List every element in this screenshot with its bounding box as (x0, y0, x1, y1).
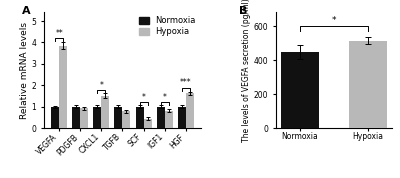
Bar (178, 107, 186, 128)
Bar (59, 46, 67, 128)
Text: ***: *** (180, 78, 192, 87)
Bar (157, 107, 165, 128)
Y-axis label: The levels of VEGFA secretion (pg/ml): The levels of VEGFA secretion (pg/ml) (242, 0, 251, 142)
Bar (93, 107, 101, 128)
Bar (144, 119, 152, 128)
Y-axis label: Relative mRNA levels: Relative mRNA levels (20, 22, 29, 119)
Text: *: * (100, 81, 103, 90)
Bar (165, 111, 173, 128)
Bar (51, 107, 59, 128)
Bar (281, 52, 319, 128)
Text: *: * (163, 93, 167, 102)
Bar (72, 107, 80, 128)
Bar (114, 107, 122, 128)
Bar (101, 96, 109, 128)
Text: *: * (332, 16, 336, 25)
Bar (136, 107, 144, 128)
Bar (349, 41, 387, 128)
Text: **: ** (55, 29, 63, 38)
Bar (80, 108, 88, 128)
Text: *: * (142, 93, 146, 102)
Text: B: B (239, 6, 247, 15)
Text: A: A (22, 6, 31, 15)
Legend: Normoxia, Hypoxia: Normoxia, Hypoxia (138, 15, 197, 37)
Bar (122, 111, 130, 128)
Bar (186, 93, 194, 128)
